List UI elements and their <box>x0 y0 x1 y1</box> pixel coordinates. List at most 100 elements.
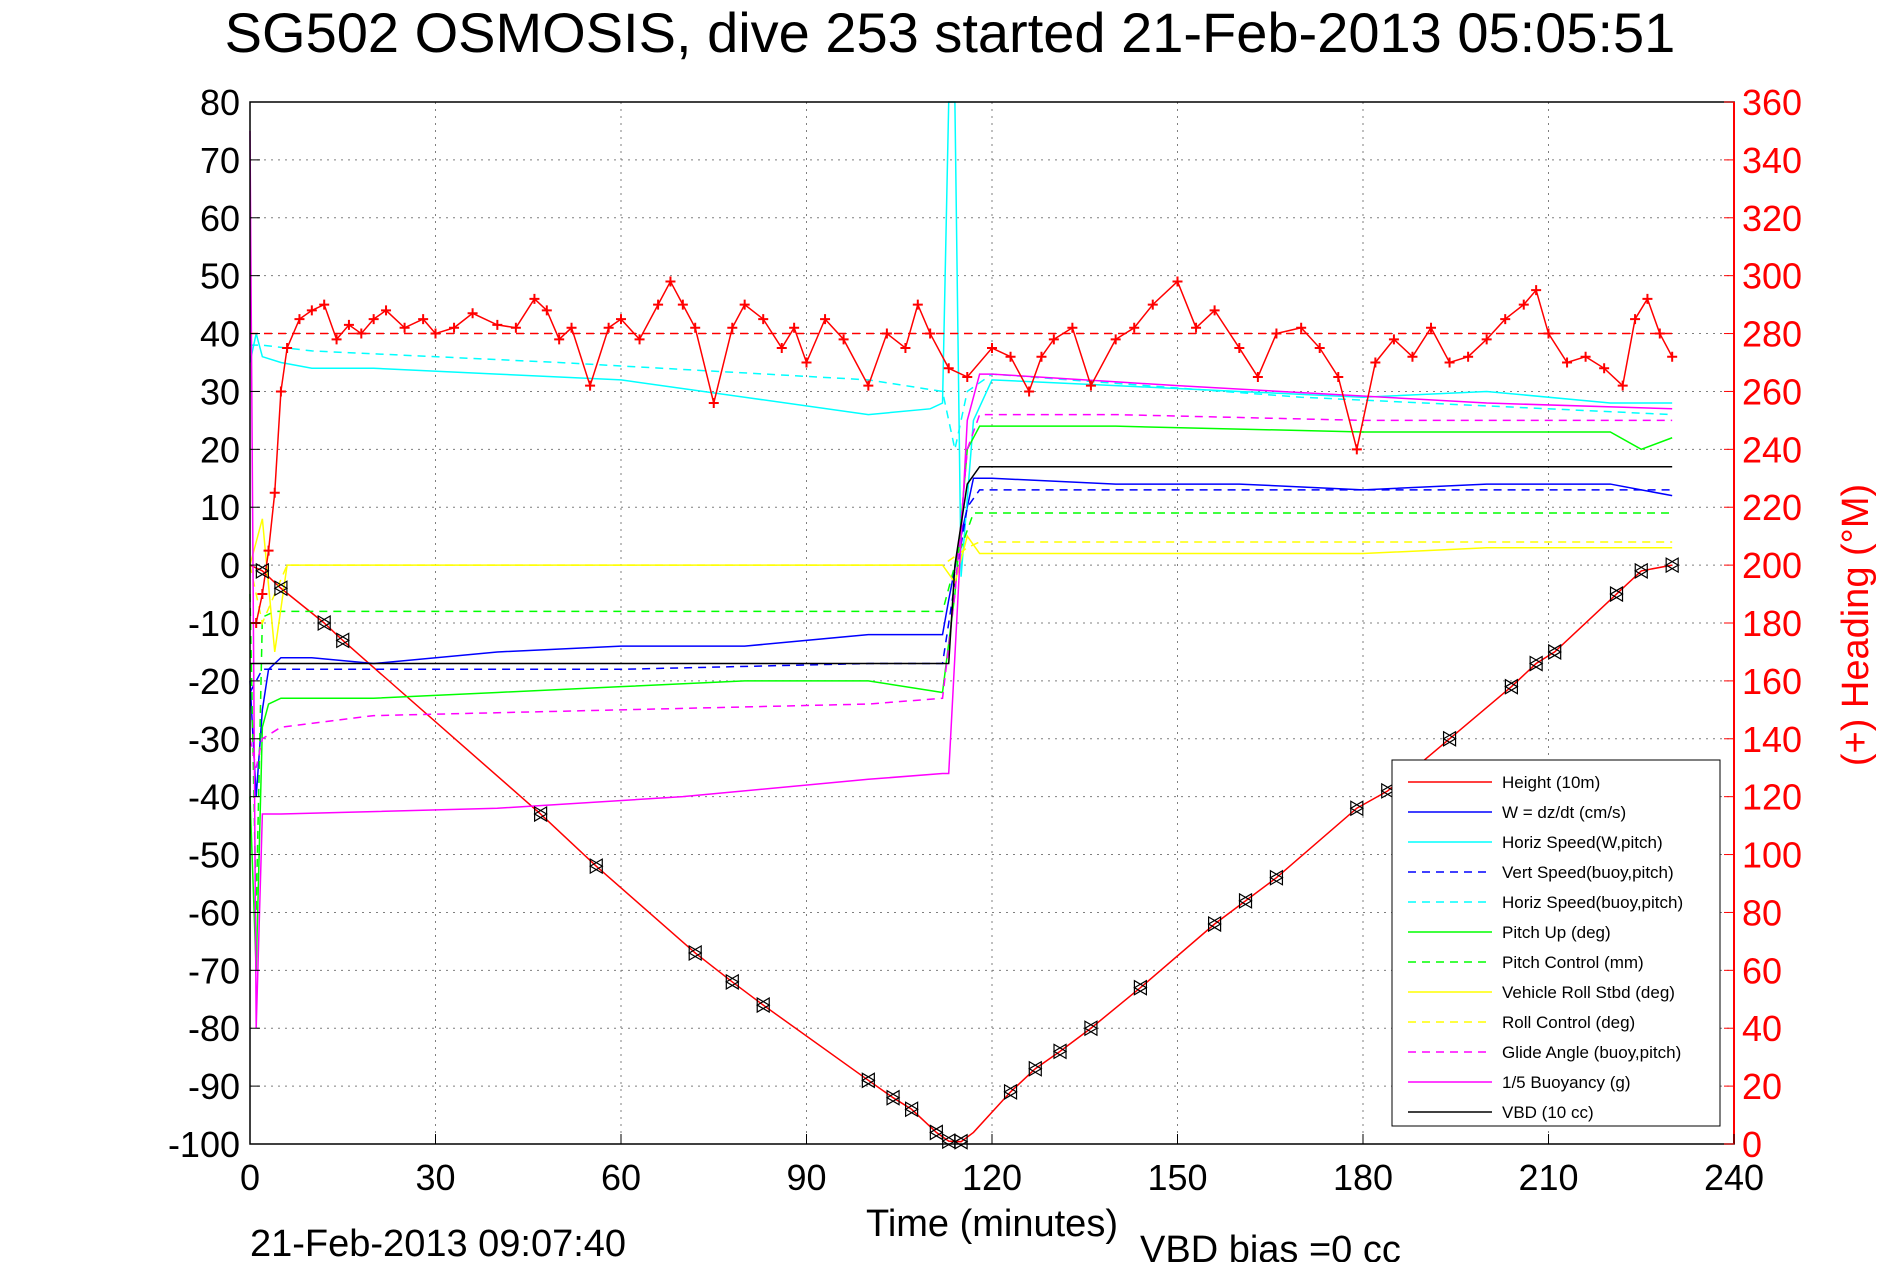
depth-marker <box>1664 557 1679 574</box>
legend-label: Vehicle Roll Stbd (deg) <box>1502 983 1675 1002</box>
depth-marker <box>1504 678 1518 695</box>
series-height-10m <box>249 564 1673 1143</box>
series-vbd-10-cc <box>250 465 1673 665</box>
series-roll-control-deg <box>249 541 1673 626</box>
series-horiz-speed-w-pitch <box>249 101 1673 577</box>
legend-label: Horiz Speed(buoy,pitch) <box>1502 893 1683 912</box>
x-tick-label: 120 <box>962 1157 1022 1198</box>
y-tick-label: 0 <box>220 545 240 586</box>
depth-marker <box>688 944 702 962</box>
depth-marker <box>1133 979 1147 996</box>
depth-marker <box>1269 869 1284 886</box>
y-tick-label: -80 <box>188 1008 240 1049</box>
legend-label: Pitch Up (deg) <box>1502 923 1611 942</box>
depth-marker <box>335 632 350 649</box>
y-tick-label: 20 <box>200 429 240 470</box>
depth-marker <box>255 562 269 579</box>
legend-label: 1/5 Buoyancy (g) <box>1502 1073 1631 1092</box>
y-tick-label: 50 <box>200 256 240 297</box>
depth-marker <box>273 580 288 597</box>
x-axis-label: Time (minutes) <box>866 1203 1118 1245</box>
legend-label: Glide Angle (buoy,pitch) <box>1502 1043 1681 1062</box>
depth-marker <box>1028 1060 1042 1077</box>
y-right-tick-label: 40 <box>1742 1008 1782 1049</box>
footer-timestamp: 21-Feb-2013 09:07:40 <box>250 1223 626 1262</box>
depth-marker <box>1238 892 1253 909</box>
depth-marker <box>904 1101 919 1118</box>
legend-label: Vert Speed(buoy,pitch) <box>1502 863 1674 882</box>
series-horiz-speed-buoy-pitch <box>250 344 1673 450</box>
y-right-tick-label: 220 <box>1742 487 1802 528</box>
series-pitch-up-deg <box>249 425 1673 971</box>
x-tick-label: 240 <box>1704 1157 1764 1198</box>
y-right-tick-label: 20 <box>1742 1066 1782 1107</box>
y-right-tick-label: 0 <box>1742 1124 1762 1165</box>
y-tick-label: -70 <box>188 950 240 991</box>
x-tick-label: 30 <box>415 1157 455 1198</box>
heading-marker <box>1667 351 1678 362</box>
y-right-tick-label: 320 <box>1742 198 1802 239</box>
y-right-tick-label: 160 <box>1742 661 1802 702</box>
y-right-tick-label: 140 <box>1742 719 1802 760</box>
y-tick-label: -30 <box>188 719 240 760</box>
depth-marker <box>1052 1043 1067 1060</box>
series-w-dz-dt-cm-s <box>249 477 1673 797</box>
series-heading <box>251 276 1678 628</box>
series-1-5-buoyancy-g <box>249 130 1673 1029</box>
y-axis-right-label: (+) Heading (°M) <box>1835 484 1877 766</box>
depth-marker <box>929 1124 943 1141</box>
legend-label: Height (10m) <box>1502 773 1600 792</box>
depth-marker <box>1609 586 1624 603</box>
y-tick-label: -50 <box>188 835 240 876</box>
y-tick-label: 40 <box>200 314 240 355</box>
depth-marker <box>1547 643 1562 660</box>
x-tick-label: 90 <box>786 1157 826 1198</box>
depth-marker <box>589 858 603 875</box>
series-depth-markers <box>255 557 1680 1150</box>
footer-vbd-bias: VBD bias =0 cc <box>1140 1229 1401 1262</box>
depth-marker <box>756 997 770 1014</box>
y-tick-label: -40 <box>188 777 240 818</box>
y-tick-label: -60 <box>188 892 240 933</box>
series-glide-angle-buoy-pitch <box>249 413 1673 768</box>
depth-marker <box>1349 800 1364 817</box>
x-tick-label: 150 <box>1147 1157 1207 1198</box>
y-axis-left: 80 70 60 50 40 30 20 10 0 -10 -20 -30 -40 -50 -60 -70 -8… <box>168 82 260 1165</box>
legend-label: Pitch Control (mm) <box>1502 953 1644 972</box>
legend-label: Horiz Speed(W,pitch) <box>1502 833 1663 852</box>
y-right-tick-label: 80 <box>1742 892 1782 933</box>
y-tick-label: 30 <box>200 371 240 412</box>
depth-marker <box>861 1072 875 1089</box>
series-group <box>249 101 1680 1150</box>
x-axis: 0 30 60 90 120 150 180 210 240 <box>240 1134 1764 1198</box>
y-tick-label: 80 <box>200 82 240 123</box>
y-right-tick-label: 100 <box>1742 835 1802 876</box>
depth-marker <box>1634 562 1648 579</box>
legend: Height (10m) W = dz/dt (cm/s) Horiz Speed(… <box>1391 759 1721 1127</box>
depth-marker <box>1528 655 1543 672</box>
depth-marker <box>1003 1083 1018 1100</box>
y-right-tick-label: 200 <box>1742 545 1802 586</box>
legend-label: VBD (10 cc) <box>1502 1103 1594 1122</box>
depth-marker <box>533 805 548 823</box>
series-pitch-control-mm <box>249 512 1673 913</box>
depth-marker <box>317 614 331 632</box>
chart-title: SG502 OSMOSIS, dive 253 started 21-Feb-2… <box>225 1 1676 64</box>
y-axis-right: 3603403203002802602402202001801601401201… <box>1724 82 1802 1165</box>
x-tick-label: 180 <box>1333 1157 1393 1198</box>
y-right-tick-label: 340 <box>1742 140 1802 181</box>
heading-trace <box>255 279 1673 624</box>
x-tick-label: 0 <box>240 1157 260 1198</box>
y-tick-label: -90 <box>188 1066 240 1107</box>
y-right-tick-label: 60 <box>1742 950 1782 991</box>
depth-marker <box>725 973 739 990</box>
y-right-tick-label: 180 <box>1742 603 1802 644</box>
y-tick-label: -10 <box>188 603 240 644</box>
depth-marker <box>885 1089 900 1106</box>
y-tick-label: 60 <box>200 198 240 239</box>
depth-marker <box>1083 1020 1098 1037</box>
legend-label: Roll Control (deg) <box>1502 1013 1635 1032</box>
y-right-tick-label: 260 <box>1742 371 1802 412</box>
legend-box <box>1391 759 1721 1127</box>
